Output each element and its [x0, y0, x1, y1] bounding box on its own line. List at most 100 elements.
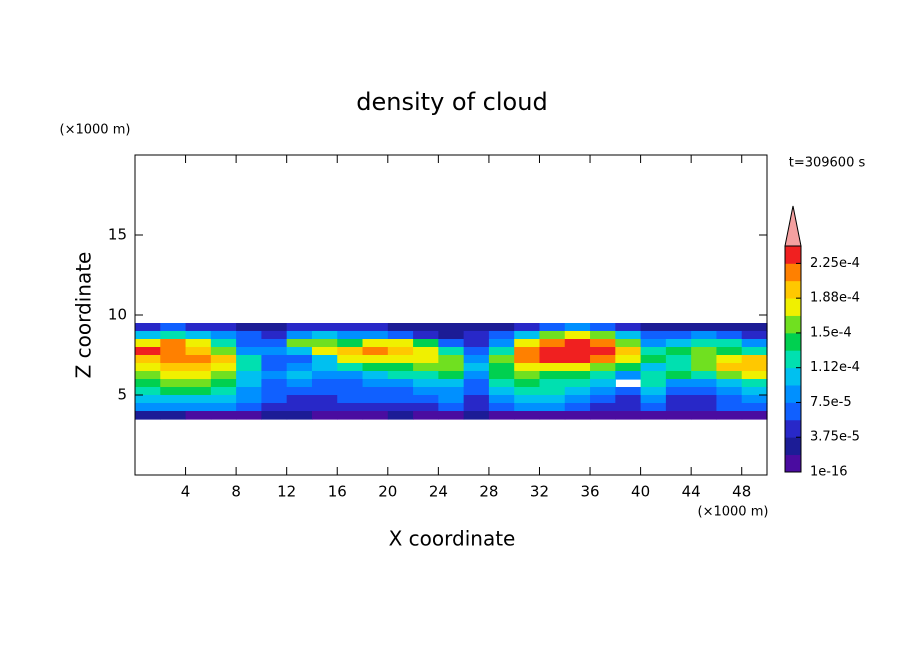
cell	[311, 395, 338, 404]
cell	[236, 339, 262, 348]
x-tick-label: 28	[479, 483, 498, 501]
cell	[286, 331, 313, 340]
cell	[615, 403, 642, 412]
cell	[691, 379, 718, 388]
cell	[210, 395, 237, 404]
cell	[463, 403, 490, 412]
cell	[185, 371, 212, 380]
cell	[488, 331, 515, 340]
cell	[286, 355, 313, 364]
cell	[438, 355, 465, 364]
cell	[438, 323, 465, 332]
cell	[210, 355, 237, 364]
cell	[741, 379, 768, 388]
cell	[135, 371, 161, 380]
cell	[590, 339, 616, 348]
cell	[413, 331, 439, 340]
cell	[716, 371, 743, 380]
cell	[387, 331, 414, 340]
cell	[210, 363, 237, 372]
cell	[741, 331, 768, 340]
cell	[564, 347, 591, 356]
cell	[665, 363, 692, 372]
cell	[236, 411, 262, 420]
cell	[665, 395, 692, 404]
cell	[514, 379, 541, 388]
cell	[716, 403, 743, 412]
cell	[210, 347, 237, 356]
colorbar-bin	[785, 437, 801, 456]
cell	[615, 323, 642, 332]
cell	[716, 395, 743, 404]
cell	[413, 403, 439, 412]
cell	[261, 395, 288, 404]
cell	[539, 339, 566, 348]
cell	[640, 411, 667, 420]
cell	[615, 363, 642, 372]
cell	[236, 363, 262, 372]
cell	[438, 347, 465, 356]
colorbar-tick-label: 3.75e-5	[810, 430, 860, 445]
cell	[160, 331, 187, 340]
colorbar-frame	[784, 245, 802, 473]
cell	[160, 347, 187, 356]
cell	[185, 323, 212, 332]
cell	[590, 347, 616, 356]
cell	[463, 323, 490, 332]
cell	[185, 379, 212, 388]
colorbar-bin	[785, 419, 801, 438]
cell	[539, 379, 566, 388]
y-axis-label: Z coordinate	[72, 252, 96, 379]
cell	[640, 347, 667, 356]
cell	[185, 331, 212, 340]
cell	[741, 371, 768, 380]
cell	[514, 371, 541, 380]
x-unit-label: (×1000 m)	[698, 505, 769, 520]
cell	[741, 395, 768, 404]
cell	[640, 371, 667, 380]
cell	[261, 371, 288, 380]
cell	[514, 347, 541, 356]
cell	[210, 379, 237, 388]
cell	[135, 323, 161, 332]
cell	[463, 363, 490, 372]
cell	[236, 331, 262, 340]
cell	[463, 347, 490, 356]
cell	[413, 323, 439, 332]
cell	[337, 387, 364, 396]
cell	[311, 323, 338, 332]
cell	[286, 387, 313, 396]
cell	[665, 411, 692, 420]
cell	[160, 387, 187, 396]
cell	[741, 411, 768, 420]
chart-title: density of cloud	[356, 88, 547, 116]
colorbar-bin	[785, 367, 801, 386]
cell	[286, 347, 313, 356]
cell	[286, 363, 313, 372]
cell	[741, 403, 768, 412]
x-tick-label: 36	[580, 483, 599, 501]
cell	[741, 339, 768, 348]
cell	[590, 395, 616, 404]
cell	[691, 363, 718, 372]
cell	[387, 387, 414, 396]
cell	[640, 323, 667, 332]
cell	[210, 339, 237, 348]
cell	[135, 387, 161, 396]
colorbar-tick-label: 1.12e-4	[810, 360, 860, 375]
cell	[514, 339, 541, 348]
cell	[438, 363, 465, 372]
cell	[539, 355, 566, 364]
cell	[539, 403, 566, 412]
cell	[539, 387, 566, 396]
x-tick-label: 24	[429, 483, 448, 501]
cell	[665, 339, 692, 348]
cell	[665, 347, 692, 356]
cell	[135, 411, 161, 420]
cell	[135, 363, 161, 372]
cell	[413, 355, 439, 364]
colorbar-bin	[785, 350, 801, 369]
cell	[261, 347, 288, 356]
cell	[590, 411, 616, 420]
